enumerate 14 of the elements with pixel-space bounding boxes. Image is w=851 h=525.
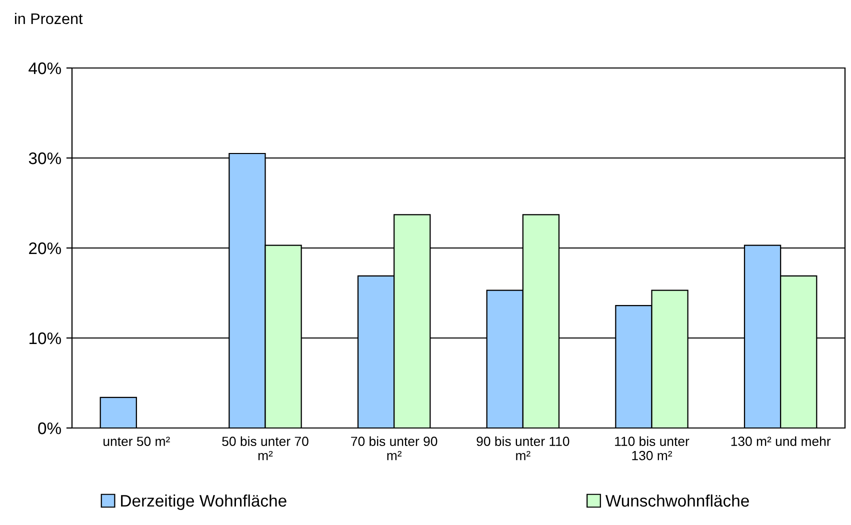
x-tick-label: 130 m² und mehr bbox=[731, 436, 831, 446]
x-tick-label: 70 bis unter 90 m² bbox=[351, 436, 438, 460]
y-tick-label: 40% bbox=[28, 62, 61, 74]
y-tick-label: 0% bbox=[38, 422, 61, 434]
y-tick-label: 30% bbox=[28, 152, 61, 164]
y-tick-label: 20% bbox=[29, 242, 61, 254]
legend-label: Derzeitige Wohnfläche bbox=[121, 494, 286, 510]
x-tick-label: 50 bis unter 70 m² bbox=[222, 436, 308, 460]
y-axis-title: in Prozent bbox=[15, 12, 83, 24]
x-tick-label: 110 bis unter 130 m² bbox=[615, 436, 690, 460]
y-tick-label: 10% bbox=[29, 332, 61, 344]
x-tick-label: unter 50 m² bbox=[104, 436, 170, 446]
x-tick-label: 90 bis unter 110 m² bbox=[476, 436, 570, 460]
legend-label: Wunschwohnfläche bbox=[605, 494, 749, 507]
